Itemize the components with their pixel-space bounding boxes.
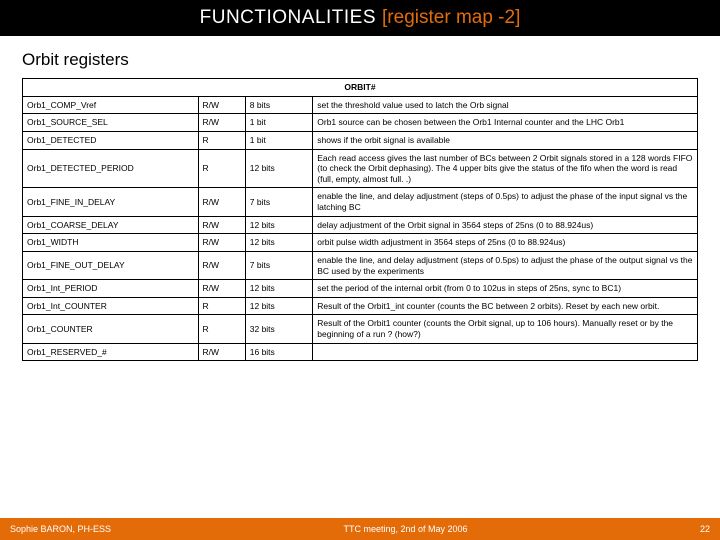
cell-name: Orb1_COMP_Vref [23,96,199,114]
cell-width: 7 bits [245,251,313,279]
cell-width: 12 bits [245,280,313,298]
cell-access: R [198,315,245,343]
cell-description: shows if the orbit signal is available [313,131,698,149]
footer-page-number: 22 [700,524,710,534]
cell-description: set the period of the internal orbit (fr… [313,280,698,298]
cell-width: 8 bits [245,96,313,114]
cell-access: R/W [198,251,245,279]
cell-description: delay adjustment of the Orbit signal in … [313,216,698,234]
cell-name: Orb1_DETECTED [23,131,199,149]
cell-width: 12 bits [245,216,313,234]
table-row: Orb1_DETECTEDR1 bitshows if the orbit si… [23,131,698,149]
cell-description: Orb1 source can be chosen between the Or… [313,114,698,132]
table-header: ORBIT# [23,79,698,97]
table-row: Orb1_COUNTERR32 bitsResult of the Orbit1… [23,315,698,343]
cell-access: R/W [198,216,245,234]
table-row: Orb1_SOURCE_SELR/W1 bitOrb1 source can b… [23,114,698,132]
cell-name: Orb1_Int_COUNTER [23,297,199,315]
table-row: Orb1_DETECTED_PERIODR12 bitsEach read ac… [23,149,698,188]
cell-name: Orb1_WIDTH [23,234,199,252]
cell-description: Result of the Orbit1_int counter (counts… [313,297,698,315]
table-row: Orb1_FINE_OUT_DELAYR/W7 bitsenable the l… [23,251,698,279]
cell-description: Result of the Orbit1 counter (counts the… [313,315,698,343]
table-row: Orb1_COMP_VrefR/W8 bitsset the threshold… [23,96,698,114]
register-table: ORBIT# Orb1_COMP_VrefR/W8 bitsset the th… [22,78,698,361]
cell-width: 1 bit [245,131,313,149]
cell-name: Orb1_RESERVED_# [23,343,199,361]
table-header-row: ORBIT# [23,79,698,97]
title-main: FUNCTIONALITIES [200,7,376,29]
cell-access: R/W [198,280,245,298]
section-heading: Orbit registers [22,50,720,70]
cell-access: R [198,149,245,188]
cell-width: 32 bits [245,315,313,343]
cell-description: orbit pulse width adjustment in 3564 ste… [313,234,698,252]
footer-bar: Sophie BARON, PH-ESS TTC meeting, 2nd of… [0,518,720,540]
title-bar: FUNCTIONALITIES [register map -2] [0,0,720,36]
cell-access: R/W [198,114,245,132]
cell-name: Orb1_SOURCE_SEL [23,114,199,132]
table-row: Orb1_FINE_IN_DELAYR/W7 bitsenable the li… [23,188,698,216]
cell-name: Orb1_Int_PERIOD [23,280,199,298]
cell-width: 16 bits [245,343,313,361]
cell-description: set the threshold value used to latch th… [313,96,698,114]
table-row: Orb1_WIDTHR/W12 bitsorbit pulse width ad… [23,234,698,252]
cell-width: 7 bits [245,188,313,216]
cell-access: R [198,297,245,315]
cell-name: Orb1_DETECTED_PERIOD [23,149,199,188]
cell-width: 1 bit [245,114,313,132]
table-row: Orb1_RESERVED_#R/W16 bits [23,343,698,361]
cell-name: Orb1_FINE_IN_DELAY [23,188,199,216]
cell-description [313,343,698,361]
cell-description: Each read access gives the last number o… [313,149,698,188]
cell-width: 12 bits [245,297,313,315]
cell-access: R/W [198,343,245,361]
footer-author: Sophie BARON, PH-ESS [10,524,111,534]
cell-name: Orb1_COARSE_DELAY [23,216,199,234]
register-table-container: ORBIT# Orb1_COMP_VrefR/W8 bitsset the th… [22,78,698,361]
cell-width: 12 bits [245,149,313,188]
cell-access: R/W [198,96,245,114]
cell-name: Orb1_COUNTER [23,315,199,343]
title-bracket: [register map -2] [382,7,520,29]
cell-description: enable the line, and delay adjustment (s… [313,188,698,216]
footer-meeting: TTC meeting, 2nd of May 2006 [111,524,700,534]
cell-access: R/W [198,188,245,216]
cell-access: R/W [198,234,245,252]
cell-width: 12 bits [245,234,313,252]
table-row: Orb1_Int_PERIODR/W12 bitsset the period … [23,280,698,298]
cell-description: enable the line, and delay adjustment (s… [313,251,698,279]
cell-name: Orb1_FINE_OUT_DELAY [23,251,199,279]
table-row: Orb1_Int_COUNTERR12 bitsResult of the Or… [23,297,698,315]
table-row: Orb1_COARSE_DELAYR/W12 bitsdelay adjustm… [23,216,698,234]
cell-access: R [198,131,245,149]
